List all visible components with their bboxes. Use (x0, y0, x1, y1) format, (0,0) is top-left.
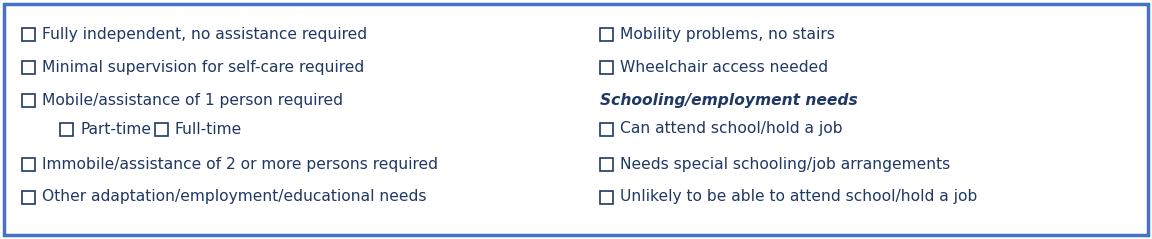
Bar (156, 123, 168, 136)
Text: Unlikely to be able to attend school/hold a job: Unlikely to be able to attend school/hol… (620, 190, 977, 205)
Bar (22, 60, 35, 74)
Text: Mobility problems, no stairs: Mobility problems, no stairs (620, 27, 835, 42)
Text: Needs special schooling/job arrangements: Needs special schooling/job arrangements (620, 157, 950, 172)
Bar (600, 123, 613, 136)
Bar (22, 158, 35, 170)
Bar (60, 123, 73, 136)
Bar (600, 158, 613, 170)
Bar (600, 27, 613, 40)
Text: Part-time: Part-time (79, 121, 151, 136)
Text: Full-time: Full-time (175, 121, 242, 136)
Bar (600, 60, 613, 74)
Text: Mobile/assistance of 1 person required: Mobile/assistance of 1 person required (41, 92, 343, 108)
Text: Wheelchair access needed: Wheelchair access needed (620, 60, 828, 75)
Bar (600, 190, 613, 203)
Bar (22, 190, 35, 203)
Text: Immobile/assistance of 2 or more persons required: Immobile/assistance of 2 or more persons… (41, 157, 438, 172)
Bar (22, 27, 35, 40)
Text: Schooling/employment needs: Schooling/employment needs (600, 92, 858, 108)
Text: Fully independent, no assistance required: Fully independent, no assistance require… (41, 27, 367, 42)
Bar (22, 93, 35, 107)
Text: Minimal supervision for self-care required: Minimal supervision for self-care requir… (41, 60, 364, 75)
Text: Can attend school/hold a job: Can attend school/hold a job (620, 121, 842, 136)
Text: Other adaptation/employment/educational needs: Other adaptation/employment/educational … (41, 190, 426, 205)
